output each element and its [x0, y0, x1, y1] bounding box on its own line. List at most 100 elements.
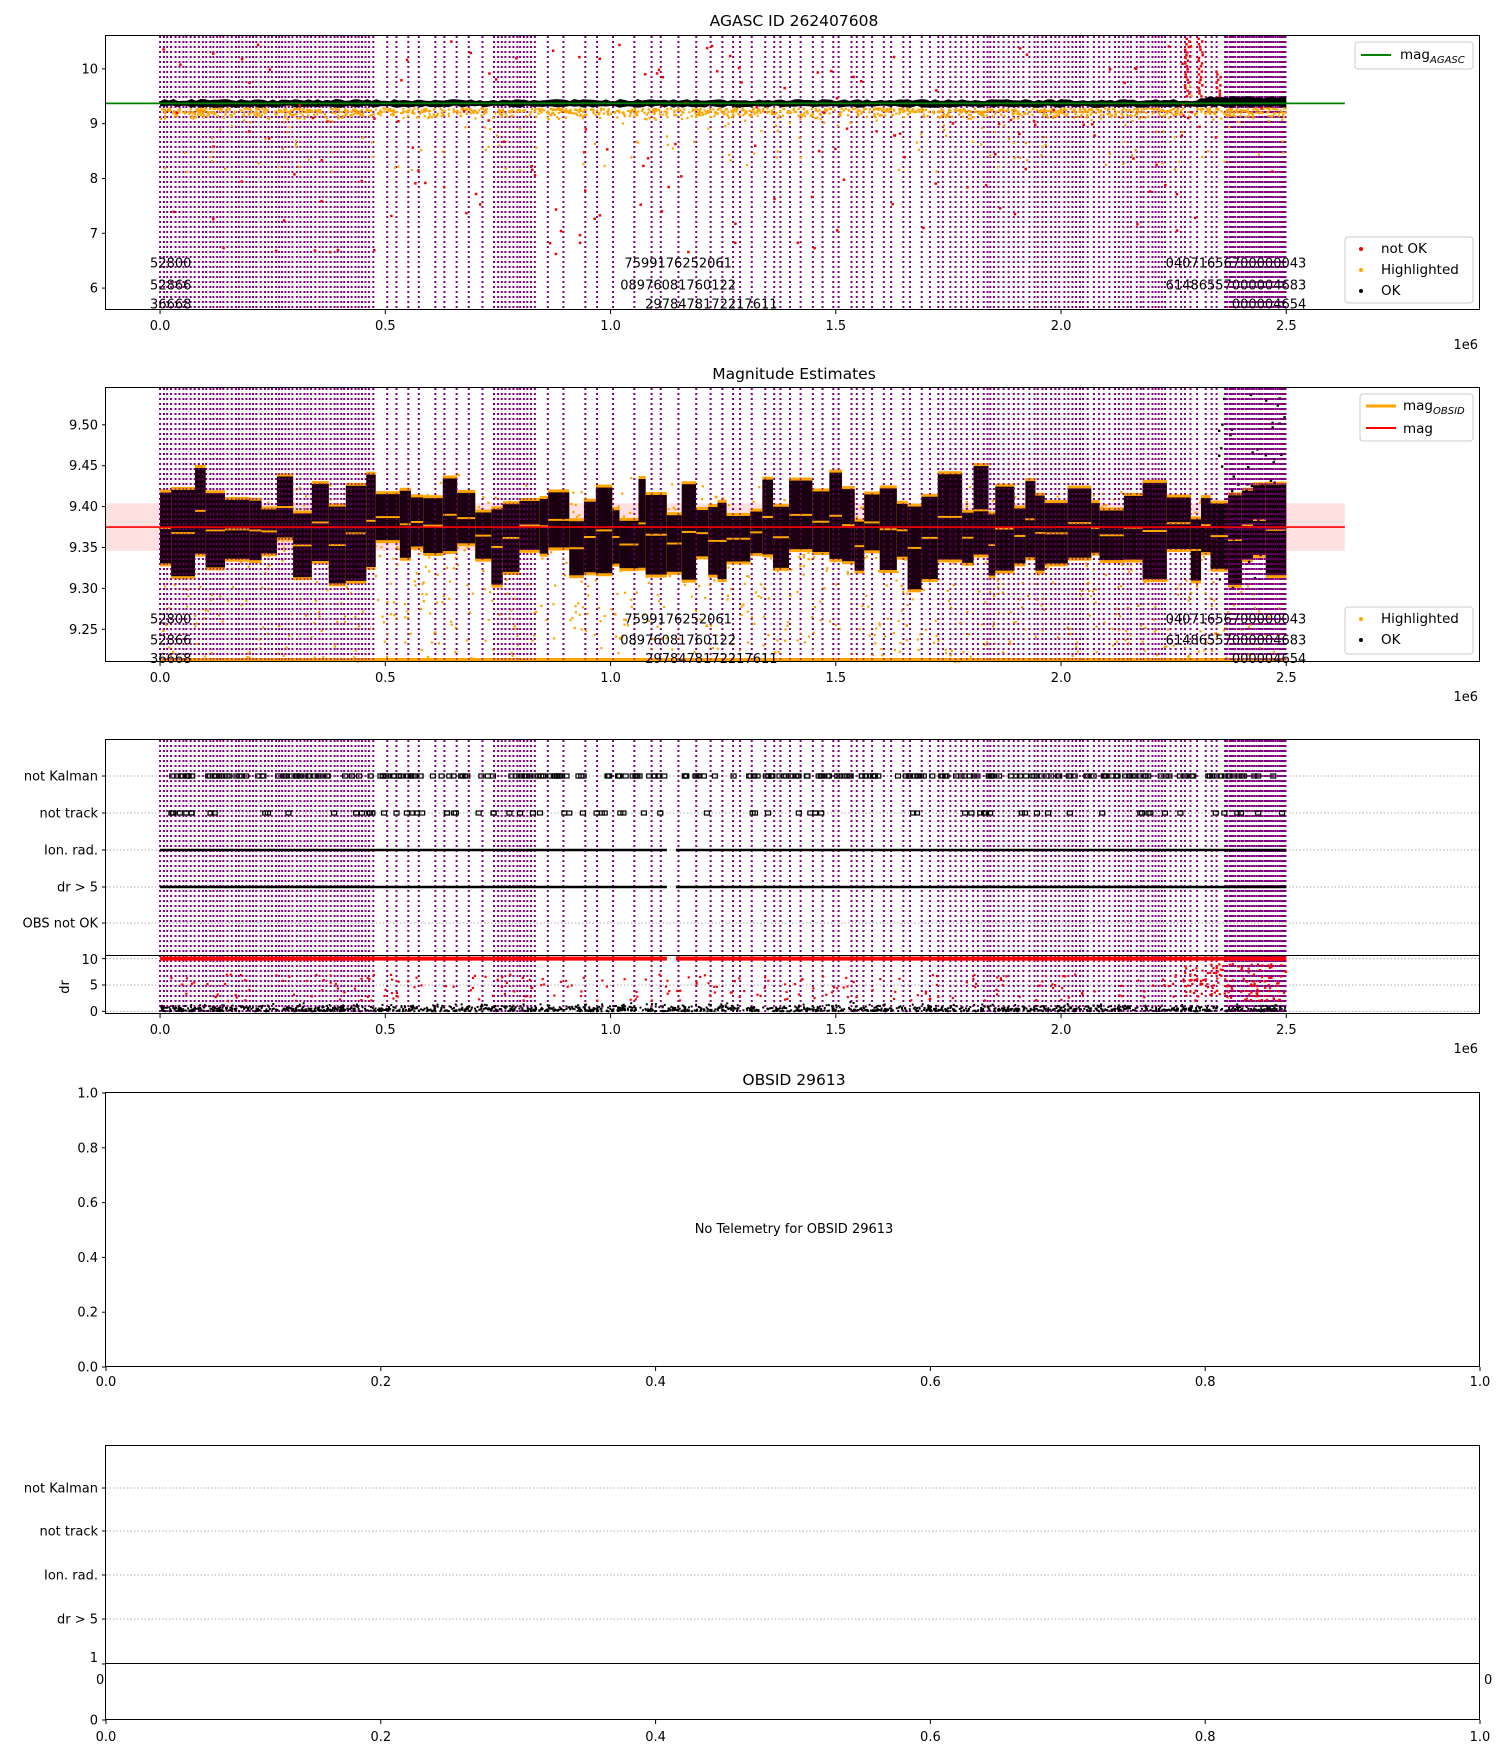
not-track-mark — [986, 810, 994, 816]
not-ok-point — [734, 222, 737, 225]
highlighted-point — [762, 615, 766, 618]
not-kalman-mark — [646, 773, 653, 779]
highlighted-point — [959, 108, 962, 112]
highlighted-point — [746, 610, 749, 613]
highlighted-point — [630, 605, 633, 608]
highlighted-point — [487, 618, 490, 622]
not-ok-point — [248, 130, 251, 133]
highlighted-point — [748, 114, 751, 117]
highlighted-point — [696, 108, 699, 111]
highlighted-point — [310, 110, 313, 113]
highlighted-point — [1017, 110, 1020, 113]
highlighted-point — [389, 109, 392, 112]
legend-mag-lines[interactable]: magOBSID mag — [1359, 393, 1474, 442]
highlighted-point — [247, 652, 250, 655]
highlighted-point — [165, 623, 168, 626]
highlighted-point — [1258, 646, 1262, 650]
not-track-mark — [536, 810, 544, 816]
highlighted-point — [286, 118, 289, 121]
highlighted-point — [896, 570, 899, 574]
highlighted-point — [590, 108, 593, 112]
highlighted-point — [811, 616, 814, 619]
legend-agasc-line[interactable]: magAGASC — [1354, 41, 1474, 70]
highlighted-point — [726, 114, 729, 117]
highlighted-point — [164, 117, 167, 120]
legend-agasc-markers[interactable]: not OK Highlighted OK — [1344, 236, 1474, 304]
highlighted-point — [810, 107, 813, 111]
not-kalman-mark — [1043, 773, 1050, 779]
highlighted-point — [293, 107, 296, 110]
highlighted-point — [944, 652, 948, 655]
highlighted-point — [421, 592, 424, 595]
highlighted-point — [247, 113, 251, 116]
y-tick-label: 9.45 — [69, 459, 98, 474]
highlighted-point — [946, 589, 950, 592]
highlighted-point — [1207, 150, 1210, 153]
highlighted-point — [864, 108, 868, 111]
highlighted-point — [900, 107, 903, 110]
highlighted-point — [858, 109, 861, 113]
highlighted-point — [742, 114, 745, 117]
highlighted-point — [623, 618, 626, 621]
highlighted-point — [921, 110, 924, 113]
highlighted-point — [331, 120, 334, 123]
not-kalman-mark — [604, 773, 611, 779]
highlighted-point — [495, 134, 499, 137]
not-track-mark — [403, 810, 411, 816]
highlighted-point — [758, 486, 761, 489]
highlighted-point — [695, 114, 698, 117]
not-ok-point — [1189, 45, 1193, 48]
not-track-mark — [1161, 810, 1169, 816]
highlighted-point — [1045, 109, 1048, 113]
highlighted-point — [844, 107, 847, 110]
highlighted-point — [187, 594, 190, 598]
not-track-mark — [977, 810, 984, 816]
highlighted-point — [667, 508, 670, 511]
highlighted-point — [932, 112, 936, 115]
legend-mag-markers[interactable]: Highlighted OK — [1344, 606, 1474, 655]
not-kalman-mark — [404, 773, 412, 779]
highlighted-point — [1282, 113, 1285, 117]
ok-point — [1283, 530, 1286, 534]
not-kalman-mark — [1225, 773, 1232, 779]
highlighted-point — [487, 145, 490, 148]
highlighted-point — [474, 109, 477, 112]
highlighted-point — [932, 641, 936, 645]
highlighted-point — [491, 599, 494, 602]
highlighted-point — [290, 114, 293, 117]
highlighted-point — [1202, 555, 1206, 558]
highlighted-point — [950, 649, 954, 652]
not-kalman-mark — [1251, 773, 1258, 779]
highlighted-point — [330, 151, 334, 154]
highlighted-point — [1089, 594, 1093, 598]
not-kalman-mark — [834, 773, 841, 779]
not-kalman-mark — [260, 773, 267, 779]
highlighted-point — [730, 643, 733, 646]
highlighted-point — [819, 600, 822, 603]
not-ok-point — [687, 250, 690, 254]
highlighted-point — [674, 508, 677, 511]
highlighted-point — [707, 111, 710, 114]
not-ok-point — [1187, 116, 1190, 120]
highlighted-point — [318, 610, 321, 614]
highlighted-point — [1239, 109, 1242, 112]
highlighted-point — [1190, 591, 1193, 594]
highlighted-point — [279, 109, 283, 112]
highlighted-point — [397, 165, 400, 168]
highlighted-point — [714, 112, 717, 115]
obsid-annotation-row-start: 36668 — [150, 652, 191, 667]
highlighted-point — [655, 109, 658, 112]
highlighted-point — [1181, 130, 1184, 133]
highlighted-point — [361, 112, 365, 115]
highlighted-point — [1009, 611, 1012, 614]
highlighted-point — [284, 109, 287, 112]
not-kalman-mark — [958, 773, 965, 779]
not-track-mark — [490, 810, 497, 816]
highlighted-point — [967, 109, 970, 112]
highlighted-point — [1193, 114, 1197, 117]
highlighted-point — [1188, 85, 1191, 88]
highlighted-point — [1103, 621, 1106, 624]
highlighted-point — [1086, 114, 1089, 118]
highlighted-point — [184, 112, 187, 115]
highlighted-point — [274, 113, 278, 116]
